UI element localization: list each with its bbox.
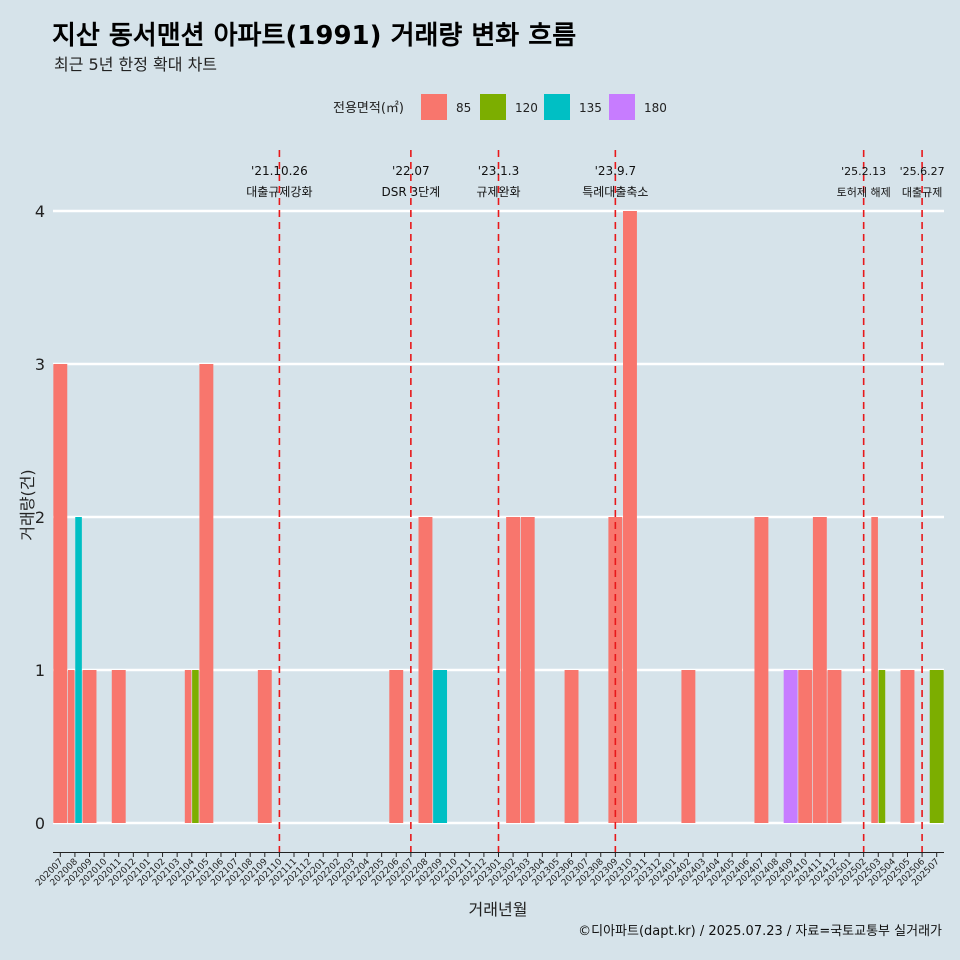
- bar-202206-85: [389, 670, 404, 823]
- y-axis-label: 거래량(건): [18, 469, 37, 540]
- event-date: '23.1.3: [478, 164, 519, 178]
- legend-label-180: 180: [644, 101, 667, 115]
- bar-202410-85: [798, 670, 813, 823]
- y-tick-label: 0: [35, 814, 45, 833]
- bar-202209-135: [433, 670, 448, 823]
- event-date: '22.07: [392, 164, 430, 178]
- bar-202411-85: [812, 517, 827, 823]
- bar-202306-85: [564, 670, 579, 823]
- caption: ©디아파트(dapt.kr) / 2025.07.23 / 자료=국토교통부 실…: [578, 924, 942, 939]
- bar-202503-120: [878, 670, 886, 823]
- event-date: '21.10.26: [251, 164, 308, 178]
- legend-label-85: 85: [456, 101, 471, 115]
- y-tick-label: 2: [35, 508, 45, 527]
- legend-label-135: 135: [579, 101, 602, 115]
- bar-202104-85: [184, 670, 192, 823]
- y-tick-label: 1: [35, 661, 45, 680]
- bar-202409-180: [783, 670, 798, 823]
- bar-202105-85: [199, 364, 214, 823]
- x-axis: 2020072020082020092020102020112020122021…: [34, 852, 944, 888]
- legend-swatch-180: [609, 94, 635, 120]
- y-tick-label: 4: [35, 202, 45, 221]
- event-label: 대출규제: [902, 186, 942, 199]
- bar-202009-85: [82, 670, 97, 823]
- legend-swatch-135: [544, 94, 570, 120]
- event-label: 대출규제강화: [246, 185, 312, 199]
- chart-subtitle: 최근 5년 한정 확대 차트: [54, 55, 217, 74]
- bar-202310-85: [623, 211, 637, 823]
- bar-202412-85: [827, 670, 842, 823]
- event-date: '23.9.7: [595, 164, 636, 178]
- bar-202208-85: [418, 517, 433, 823]
- legend-swatch-85: [421, 94, 447, 120]
- x-axis-label: 거래년월: [469, 900, 528, 919]
- y-tick-label: 3: [35, 355, 45, 374]
- bar-202011-85: [111, 670, 126, 823]
- legend-label-120: 120: [515, 101, 538, 115]
- bar-202407-85: [754, 517, 769, 823]
- bar-202007-85: [53, 364, 68, 823]
- bar-202104-120: [192, 670, 199, 823]
- event-label: 규제완화: [476, 185, 520, 199]
- bar-202503-85: [871, 517, 878, 823]
- event-date: '25.2.13: [841, 165, 886, 178]
- bars: [53, 211, 944, 823]
- event-label: 특례대출축소: [582, 185, 648, 199]
- bar-202303-85: [520, 517, 535, 823]
- legend: 전용면적(㎡) 85 120 135 180: [333, 94, 667, 120]
- event-date: '25.6.27: [900, 165, 945, 178]
- bar-202008-85: [67, 670, 75, 823]
- bar-202507-120: [929, 670, 944, 823]
- y-axis: 0 1 2 3 4: [35, 202, 45, 833]
- bar-202302-85: [506, 517, 521, 823]
- chart-title: 지산 동서맨션 아파트(1991) 거래량 변화 흐름: [52, 21, 576, 51]
- legend-swatch-120: [480, 94, 506, 120]
- event-markers: '21.10.26 대출규제강화 '22.07 DSR 3단계 '23.1.3 규제완화 '…: [246, 150, 945, 852]
- event-label: 토허제 해제: [837, 185, 891, 199]
- bar-202505-85: [900, 670, 915, 823]
- bar-202109-85: [257, 670, 272, 823]
- bar-202402-85: [681, 670, 696, 823]
- bar-202008-135: [75, 517, 82, 823]
- legend-title: 전용면적(㎡): [333, 101, 404, 116]
- event-label: DSR 3단계: [381, 185, 440, 199]
